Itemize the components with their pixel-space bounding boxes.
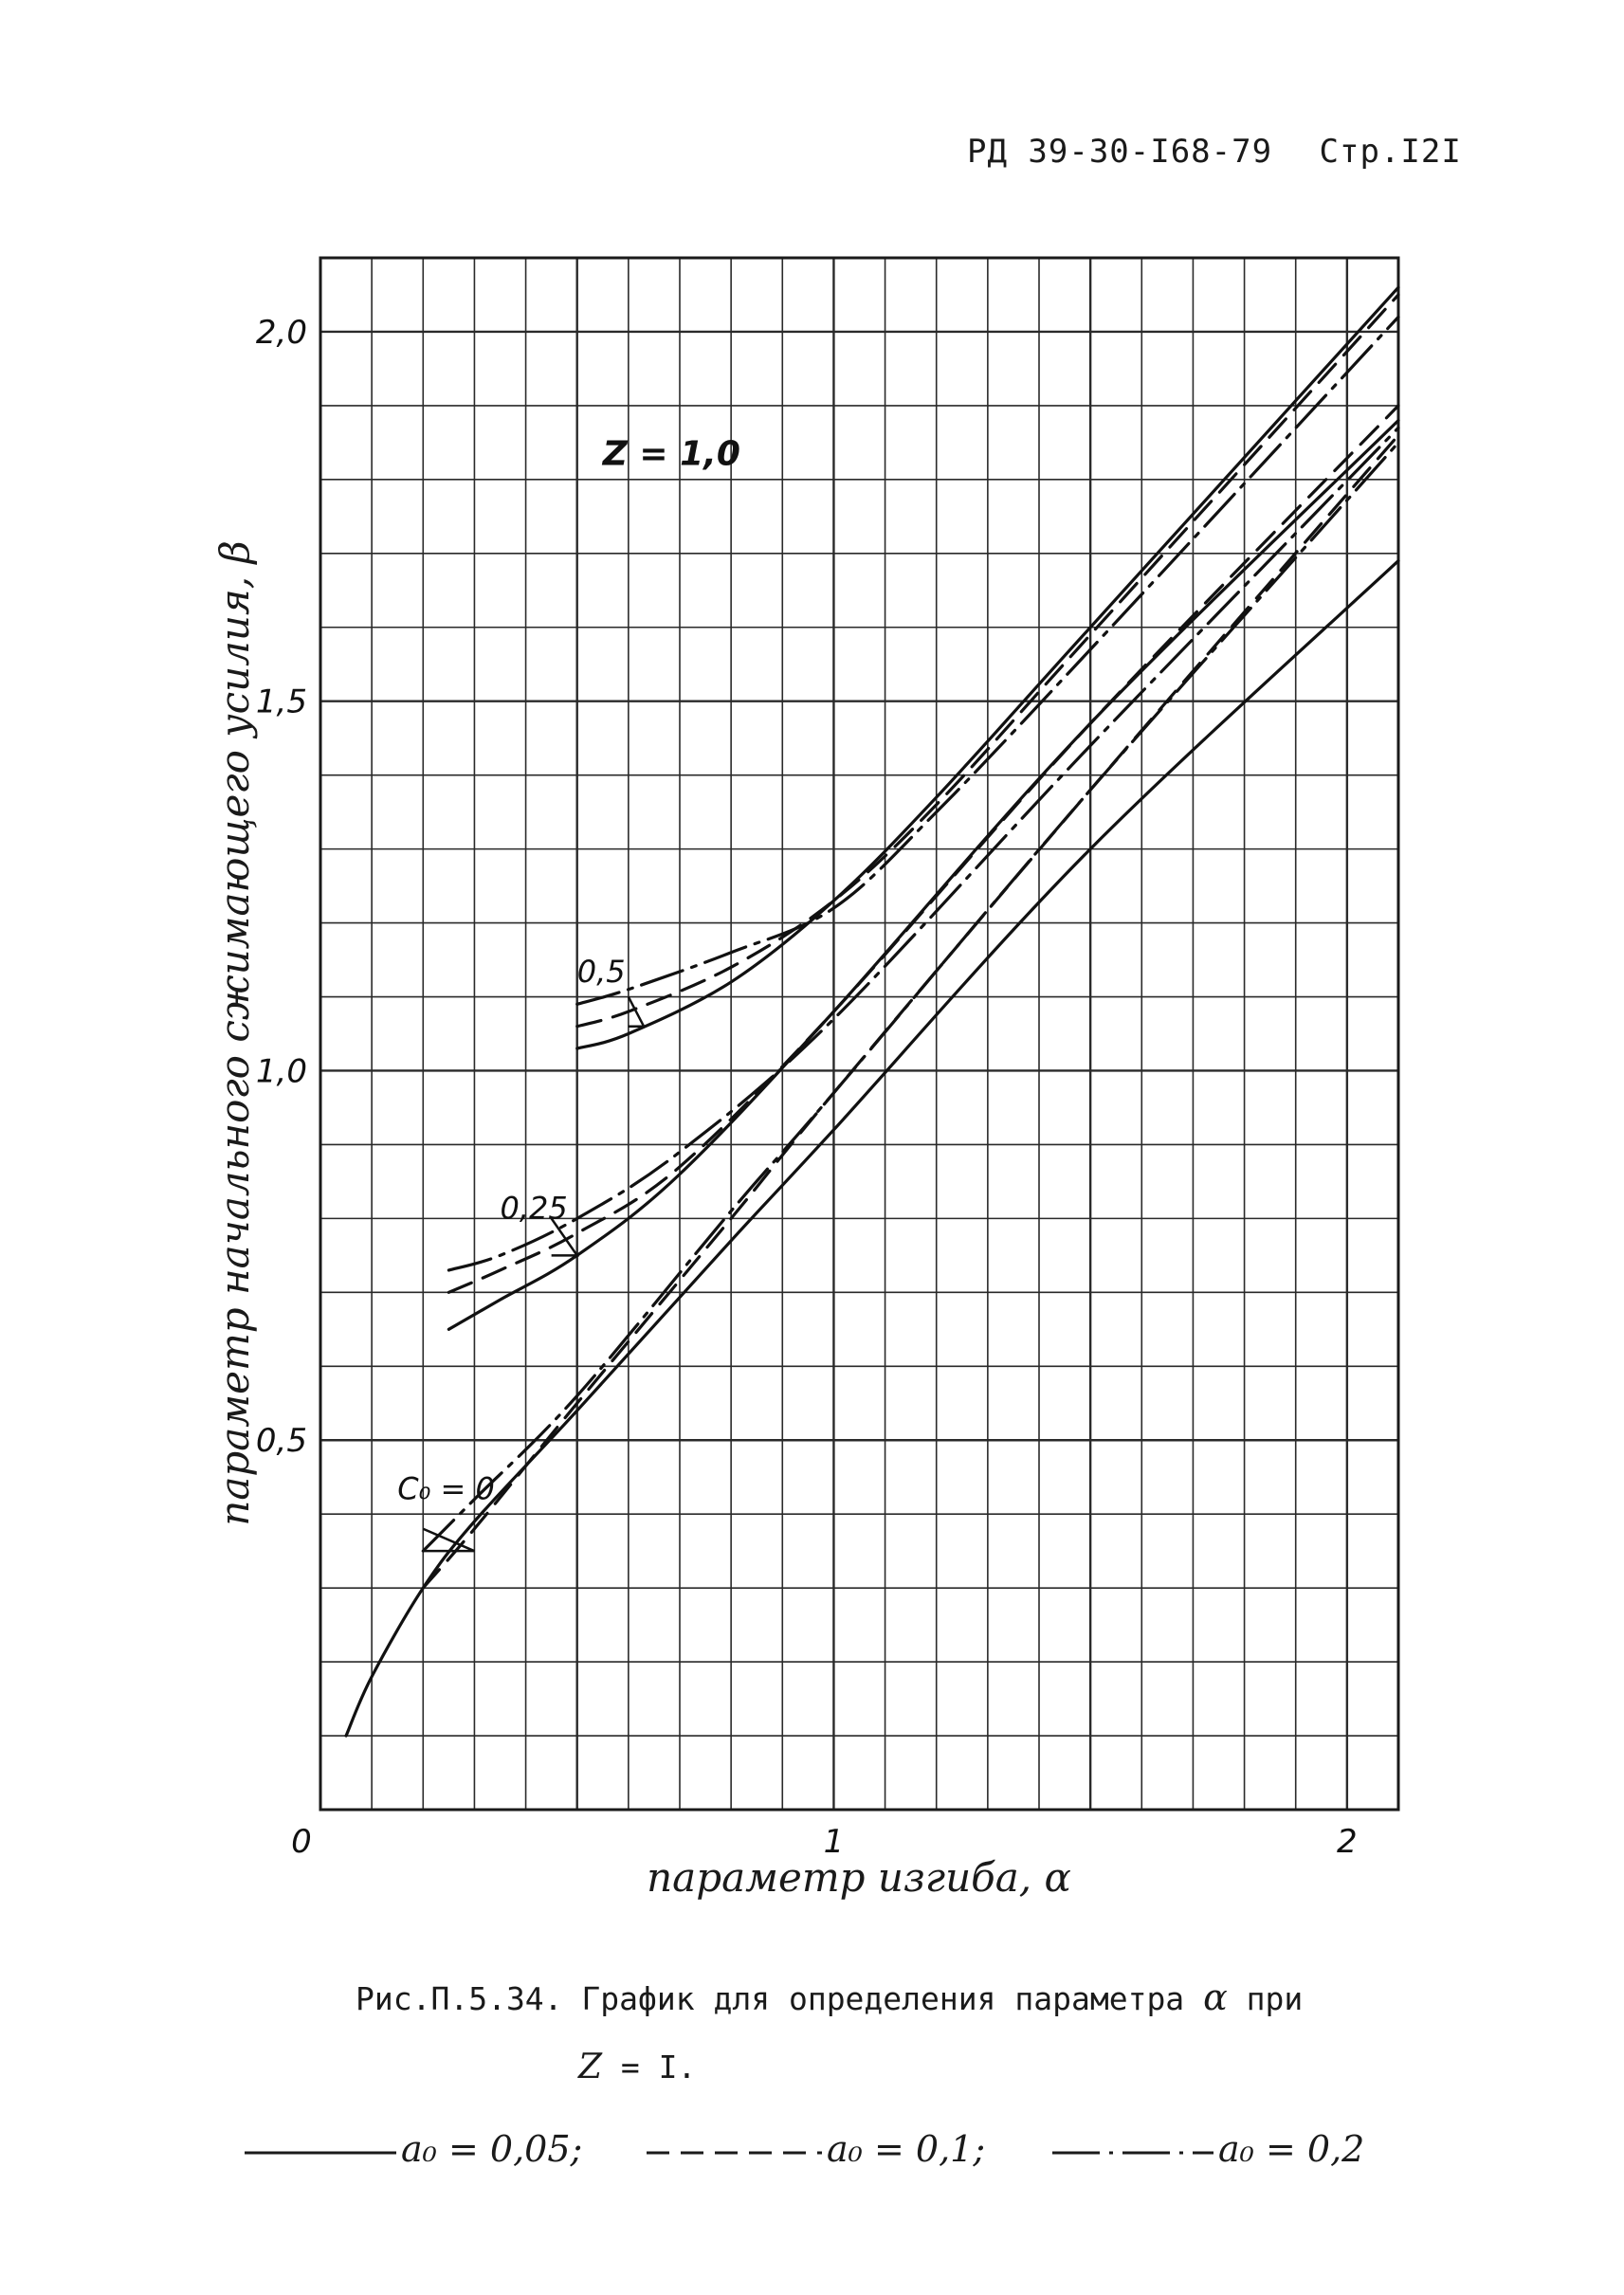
chart-x-axis-label: параметр изгиба, α [647,1854,1071,1901]
series-line-dashdot [447,426,1400,1272]
series-line-solid [447,418,1400,1331]
x-tick-label: 1 [824,1823,845,1861]
y-tick-label: 1,0 [256,1052,307,1090]
page-header: РД 39-30-I68-79 Стр.I2I [967,133,1488,171]
doc-code: РД 39-30-I68-79 [967,133,1273,171]
series-line-dashed [447,404,1400,1294]
y-tick-label: 1,5 [256,683,307,721]
chart-y-axis-label: параметр начального сжимающего усилия, β [211,540,258,1525]
legend-swatch-dashdot [1052,2151,1213,2155]
curve-group-label: 0,25 [501,1190,568,1226]
page-number: Стр.I2I [1319,133,1462,171]
caption-alpha-symbol: α [1203,1976,1228,2018]
y-tick-label: 0,5 [256,1422,307,1460]
chart-grid [320,258,1398,1810]
figure-caption: Рис.П.5.34. График для определения парам… [356,1976,1303,2018]
x-tick-label: 0 [291,1823,312,1861]
caption-z-symbol: Z [578,2048,603,2086]
legend-label: a₀ = 0,05; [401,2128,583,2170]
curve-group-leader [422,1527,475,1553]
caption-z-value: = I. [620,2049,697,2086]
chart-series [344,285,1400,1738]
chart-tick-labels: 0,5 1,0 1,5 2,0 0 1 2 [256,314,1358,1861]
series-line-dashdot [575,315,1400,1006]
caption-suffix: при [1246,1980,1304,2017]
figure-caption-line2: Z = I. [578,2048,696,2086]
chart-annotations: Z = 1,0 C₀ = 0 0,25 0,5 [397,434,740,1553]
z-parameter-label: Z = 1,0 [602,434,740,473]
legend-swatch-solid [245,2151,396,2155]
caption-text: Рис.П.5.34. График для определения парам… [356,1980,1185,2017]
curve-group-label: C₀ = 0 [397,1471,495,1507]
curve-group-leader [550,1217,580,1257]
series-line-dashed [575,293,1400,1029]
curve-group-leader [627,995,647,1028]
series-line-solid [344,559,1400,1738]
y-tick-label: 2,0 [256,314,307,352]
x-tick-label: 2 [1337,1823,1358,1861]
curve-group-label: 0,5 [577,954,626,990]
legend-label: a₀ = 0,2 [1218,2128,1365,2170]
chart-frame [319,256,1400,1812]
legend-swatch-dashed [647,2151,822,2155]
series-line-solid [575,285,1400,1050]
series-line-dashdot [421,441,1400,1553]
legend-label: a₀ = 0,1; [827,2128,986,2170]
